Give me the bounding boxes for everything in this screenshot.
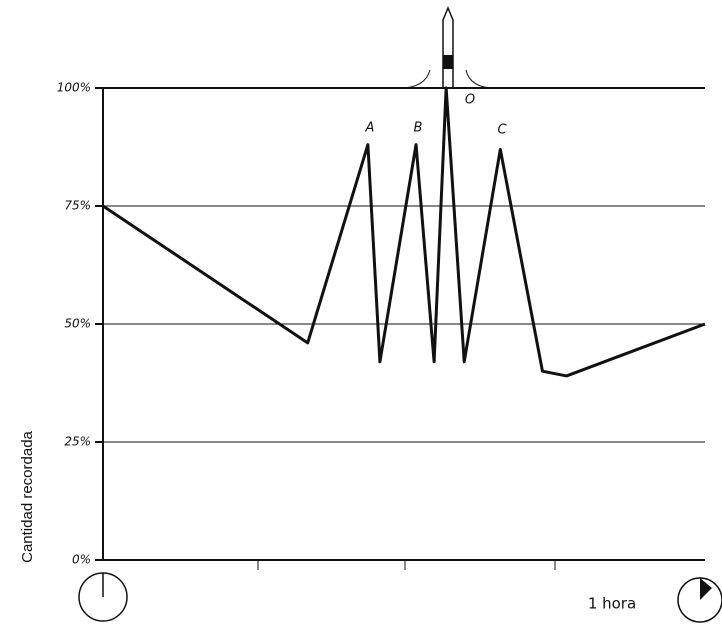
annotation: B	[414, 121, 423, 136]
x-axis-label: 1 hora	[588, 595, 636, 613]
y-tick-label: 75%	[64, 199, 91, 213]
annotation: C	[497, 123, 507, 138]
y-tick-label: 25%	[64, 435, 91, 449]
annotation: O	[465, 93, 475, 108]
rocket-window	[443, 55, 453, 69]
recall-line	[103, 88, 705, 376]
y-tick-label: 50%	[64, 317, 91, 331]
chart: Cantidad recordada 1 hora 0% 25% 50% 75% 100…	[0, 0, 722, 624]
y-axis-label: Cantidad recordada	[19, 430, 36, 562]
annotation: A	[365, 121, 375, 136]
y-tick-label: 100%	[57, 81, 91, 95]
y-tick-label: 0%	[72, 553, 91, 567]
rocket	[443, 8, 453, 88]
